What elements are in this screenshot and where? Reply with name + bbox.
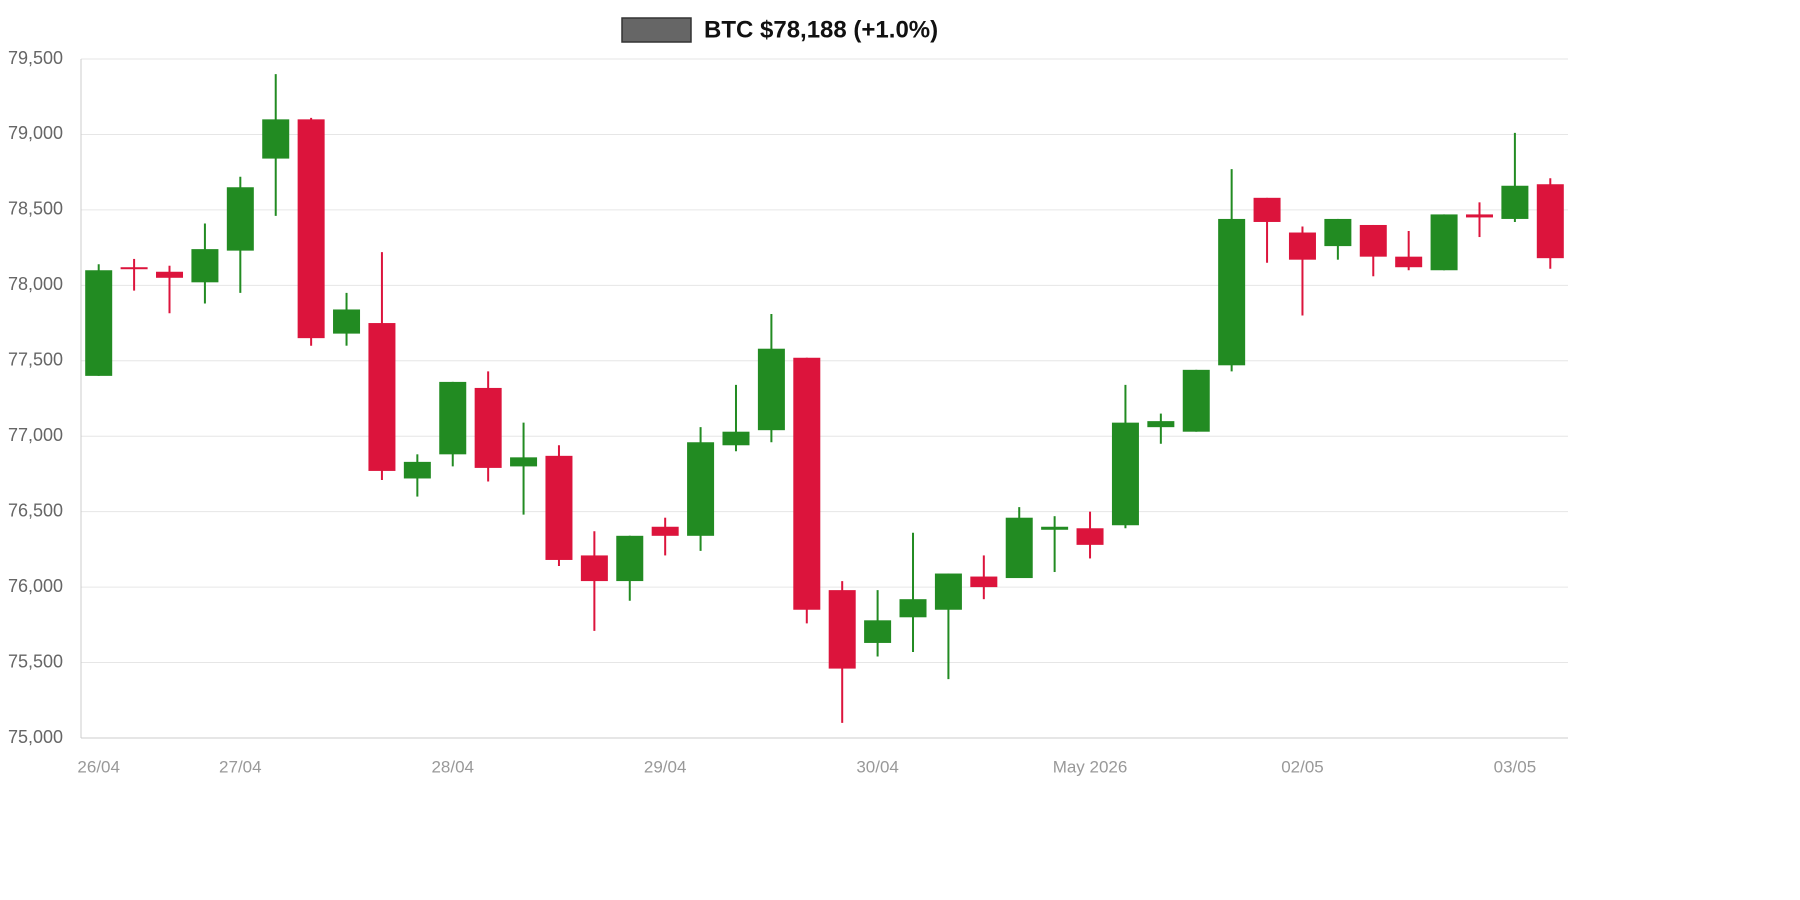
y-tick-label: 79,500: [8, 48, 63, 68]
candle-body: [403, 461, 431, 479]
candle-body: [1536, 184, 1564, 259]
candle-body: [1288, 232, 1316, 260]
candle-body: [1465, 214, 1493, 218]
candle-body: [1395, 256, 1423, 268]
candle-body: [1359, 224, 1387, 257]
y-tick-label: 75,000: [8, 727, 63, 747]
candle-body: [864, 620, 892, 643]
candle-body: [226, 187, 254, 251]
candle-body: [439, 381, 467, 455]
candle-body: [722, 431, 750, 446]
candle-body: [828, 590, 856, 669]
candle-body: [1076, 528, 1104, 545]
y-tick-label: 78,500: [8, 199, 63, 219]
x-tick-label: May 2026: [1053, 757, 1128, 776]
candle-body: [368, 323, 396, 471]
candle-body: [934, 573, 962, 610]
y-tick-label: 76,500: [8, 500, 63, 520]
candle-body: [510, 457, 538, 467]
candle-body: [333, 309, 361, 334]
y-tick-label: 79,000: [8, 123, 63, 143]
x-tick-label: 28/04: [431, 757, 474, 776]
candle-body: [616, 535, 644, 582]
x-tick-label: 03/05: [1494, 757, 1537, 776]
candle-body: [580, 555, 608, 582]
candle-body: [297, 119, 325, 339]
legend-swatch: [621, 17, 692, 43]
candle-body: [545, 455, 573, 560]
candle-body: [1430, 214, 1458, 271]
candle-body: [1041, 526, 1069, 530]
candle-body: [85, 270, 113, 376]
candle-body: [757, 348, 785, 431]
candle-body: [1501, 185, 1529, 219]
y-tick-label: 76,000: [8, 576, 63, 596]
x-tick-label: 30/04: [856, 757, 899, 776]
candle-body: [1005, 517, 1033, 579]
x-tick-label: 26/04: [77, 757, 120, 776]
candle-body: [262, 119, 290, 159]
y-tick-label: 77,000: [8, 425, 63, 445]
y-tick-label: 75,500: [8, 651, 63, 671]
candle-body: [1218, 218, 1246, 366]
candle-body: [474, 387, 502, 468]
candle-body: [1182, 369, 1210, 432]
x-tick-label: 02/05: [1281, 757, 1324, 776]
candle-body: [970, 576, 998, 588]
candle-body: [156, 271, 184, 278]
candle-body: [651, 526, 679, 536]
candle-body: [1111, 422, 1139, 526]
x-tick-label: 29/04: [644, 757, 687, 776]
candle-body: [899, 599, 927, 618]
candle-body: [793, 357, 821, 610]
candle-body: [1147, 421, 1175, 428]
candle-body: [191, 249, 219, 283]
x-tick-label: 27/04: [219, 757, 262, 776]
y-tick-label: 78,000: [8, 274, 63, 294]
candle-body: [687, 442, 715, 536]
candle-body: [120, 267, 148, 270]
candle-body: [1324, 218, 1352, 247]
y-tick-label: 77,500: [8, 350, 63, 370]
legend-label: BTC $78,188 (+1.0%): [704, 16, 938, 43]
candle-body: [1253, 197, 1281, 222]
